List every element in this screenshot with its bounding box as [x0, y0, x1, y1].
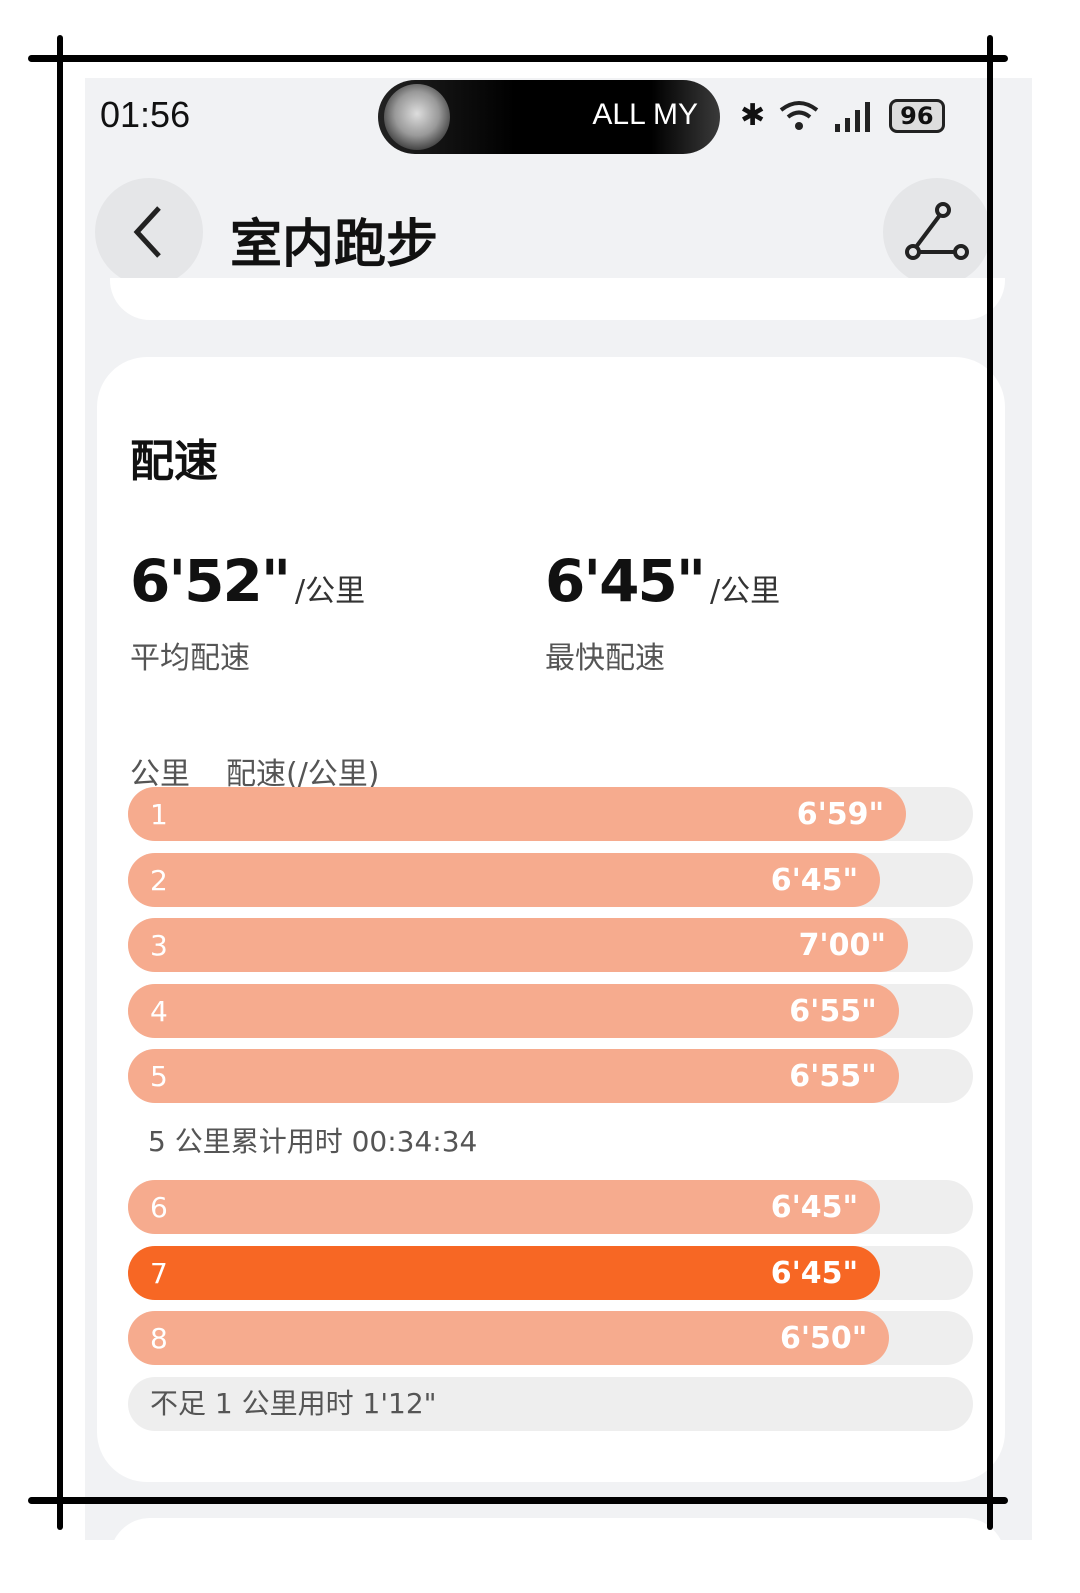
clock: 01:56	[100, 94, 191, 135]
signal-icon	[835, 101, 871, 132]
split-km: 4	[150, 994, 168, 1028]
split-bar: 5 6'55"	[128, 1049, 899, 1103]
now-playing-island[interactable]: ALL MY	[378, 80, 720, 154]
wifi-icon	[779, 100, 819, 130]
app-screen: 01:56 ALL MY ✱ 96 室内跑步 配速 6'52"/公里 平均配速 …	[85, 78, 1032, 1540]
splits-list: 1 6'59" 2 6'45" 3 7'00" 4 6'55" 5 6'55" 5 公里累计用时 0…	[128, 787, 973, 1431]
split-km: 1	[150, 798, 168, 831]
split-km: 8	[150, 1322, 168, 1355]
split-bar: 8 6'50"	[128, 1311, 890, 1365]
fastest-pace-label: 最快配速	[545, 641, 665, 676]
page-title: 室内跑步	[230, 215, 439, 275]
average-pace-label: 平均配速	[130, 641, 250, 676]
average-pace-value: 6'52"	[130, 547, 291, 615]
split-row: 7 6'45"	[128, 1245, 973, 1300]
splits-column-header: 公里 配速(/公里)	[130, 749, 380, 793]
split-km: 7	[150, 1256, 168, 1290]
frame-line-bottom	[28, 1497, 1008, 1504]
split-pace: 7'00"	[798, 928, 886, 963]
split-km: 2	[150, 863, 168, 897]
column-pace: 配速(/公里)	[226, 757, 380, 792]
split-pace: 6'45"	[770, 862, 859, 898]
pace-heading: 配速	[130, 436, 218, 487]
split-row: 5 6'55"	[128, 1049, 973, 1103]
split-bar: 6 6'45"	[128, 1180, 881, 1234]
split-bar: 4 6'55"	[128, 983, 899, 1038]
share-route-button[interactable]	[883, 178, 991, 286]
split-row: 2 6'45"	[128, 852, 973, 907]
back-button[interactable]	[95, 178, 203, 286]
split-km: 6	[150, 1191, 168, 1224]
split-pace: 6'50"	[779, 1321, 868, 1356]
battery-indicator: 96	[889, 98, 945, 133]
split-row: 8 6'50"	[128, 1311, 973, 1365]
now-playing-title: ALL MY	[592, 98, 698, 131]
chevron-left-icon	[133, 206, 161, 258]
split-row: 6 6'45"	[128, 1180, 973, 1234]
remainder-time: 不足 1 公里用时 1'12"	[128, 1376, 973, 1431]
split-pace: 6'45"	[770, 1255, 859, 1291]
next-card	[110, 1518, 1005, 1540]
status-bar: 01:56 ALL MY ✱ 96	[85, 78, 1032, 158]
album-art	[384, 84, 450, 150]
average-pace-unit: /公里	[295, 574, 366, 609]
route-share-icon	[905, 202, 969, 260]
split-bar-fastest: 7 6'45"	[128, 1245, 881, 1300]
frame-line-right	[987, 35, 993, 1530]
split-row: 3 7'00"	[128, 918, 973, 972]
split-km: 5	[150, 1060, 168, 1093]
split-row: 1 6'59"	[128, 787, 973, 841]
split-km: 3	[150, 929, 168, 962]
fastest-pace: 6'45"/公里 最快配速	[545, 547, 780, 677]
split-row: 4 6'55"	[128, 983, 973, 1038]
previous-card	[110, 278, 1005, 320]
fastest-pace-unit: /公里	[710, 574, 781, 609]
average-pace: 6'52"/公里 平均配速	[130, 547, 365, 677]
pace-card: 配速 6'52"/公里 平均配速 6'45"/公里 最快配速 公里 配速(/公里)…	[97, 357, 1005, 1482]
split-pace: 6'59"	[796, 797, 885, 832]
frame-line-top	[28, 55, 1008, 62]
split-bar: 2 6'45"	[128, 852, 881, 907]
split-pace: 6'45"	[770, 1190, 859, 1225]
fastest-pace-value: 6'45"	[545, 547, 706, 615]
split-pace: 6'55"	[789, 993, 877, 1029]
split-bar: 3 7'00"	[128, 918, 908, 972]
subtotal-time: 5 公里累计用时 00:34:34	[148, 1124, 478, 1158]
split-bar: 1 6'59"	[128, 787, 907, 841]
bluetooth-icon: ✱	[740, 98, 766, 133]
split-pace: 6'55"	[789, 1059, 877, 1094]
column-km: 公里	[130, 757, 190, 792]
frame-line-left	[57, 35, 63, 1530]
